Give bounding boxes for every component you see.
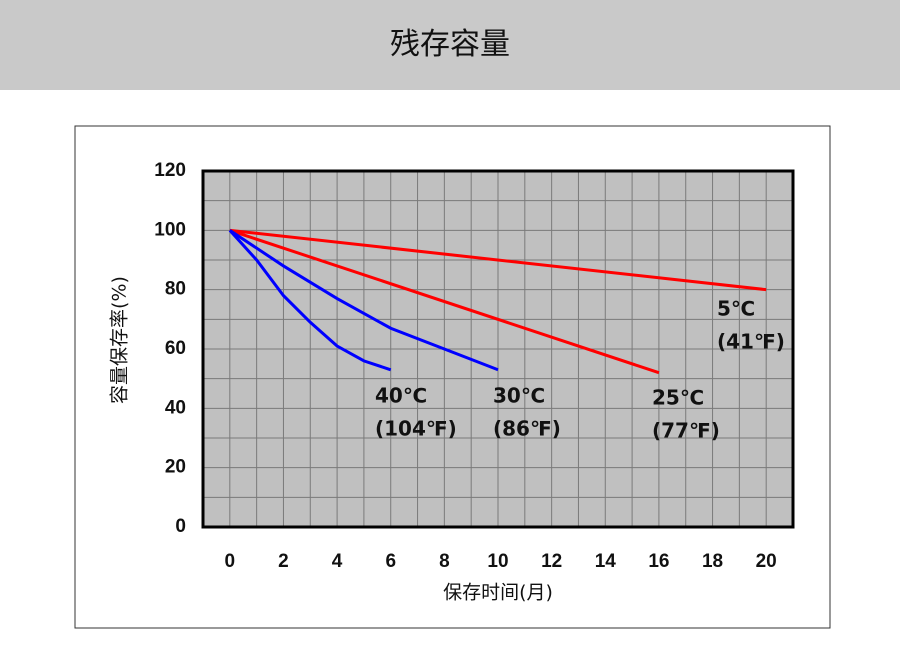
series-label: (86℉) bbox=[493, 417, 561, 441]
x-tick-label: 14 bbox=[595, 551, 617, 572]
x-tick-label: 18 bbox=[702, 551, 723, 572]
x-tick-label: 8 bbox=[439, 551, 450, 572]
series-label: 5℃ bbox=[717, 297, 755, 321]
x-tick-label: 10 bbox=[487, 551, 508, 572]
header: 残存容量 bbox=[0, 0, 900, 90]
series-label: 40℃ bbox=[375, 384, 427, 408]
x-tick-label: 4 bbox=[332, 551, 343, 572]
series-line bbox=[229, 228, 660, 375]
x-tick-label: 0 bbox=[225, 551, 236, 572]
x-tick-label: 16 bbox=[648, 551, 669, 572]
y-tick-label: 80 bbox=[165, 279, 186, 300]
lines bbox=[228, 228, 767, 375]
y-tick-label: 100 bbox=[154, 219, 186, 240]
series-label: (104℉) bbox=[375, 417, 457, 441]
y-tick-label: 20 bbox=[165, 457, 186, 478]
x-tick-label: 12 bbox=[541, 551, 562, 572]
x-axis-label: 保存时间(月) bbox=[443, 582, 553, 604]
series-label: (41℉) bbox=[717, 330, 785, 354]
series-label: 25℃ bbox=[652, 386, 704, 410]
series-line bbox=[229, 228, 767, 292]
series-line bbox=[228, 229, 392, 372]
y-tick-label: 120 bbox=[154, 160, 186, 181]
x-tick-label: 2 bbox=[278, 551, 289, 572]
series-label: 30℃ bbox=[493, 384, 545, 408]
plot-border bbox=[201, 169, 795, 529]
y-tick-label: 40 bbox=[165, 397, 186, 418]
x-tick-label: 6 bbox=[385, 551, 396, 572]
series-line bbox=[228, 229, 499, 372]
x-tick-label: 20 bbox=[756, 551, 777, 572]
series-label: (77℉) bbox=[652, 419, 720, 443]
y-tick-label: 60 bbox=[165, 338, 186, 359]
y-tick-label: 0 bbox=[175, 516, 186, 537]
page-title: 残存容量 bbox=[390, 27, 510, 62]
y-axis-label: 容量保存率(%) bbox=[109, 276, 131, 404]
